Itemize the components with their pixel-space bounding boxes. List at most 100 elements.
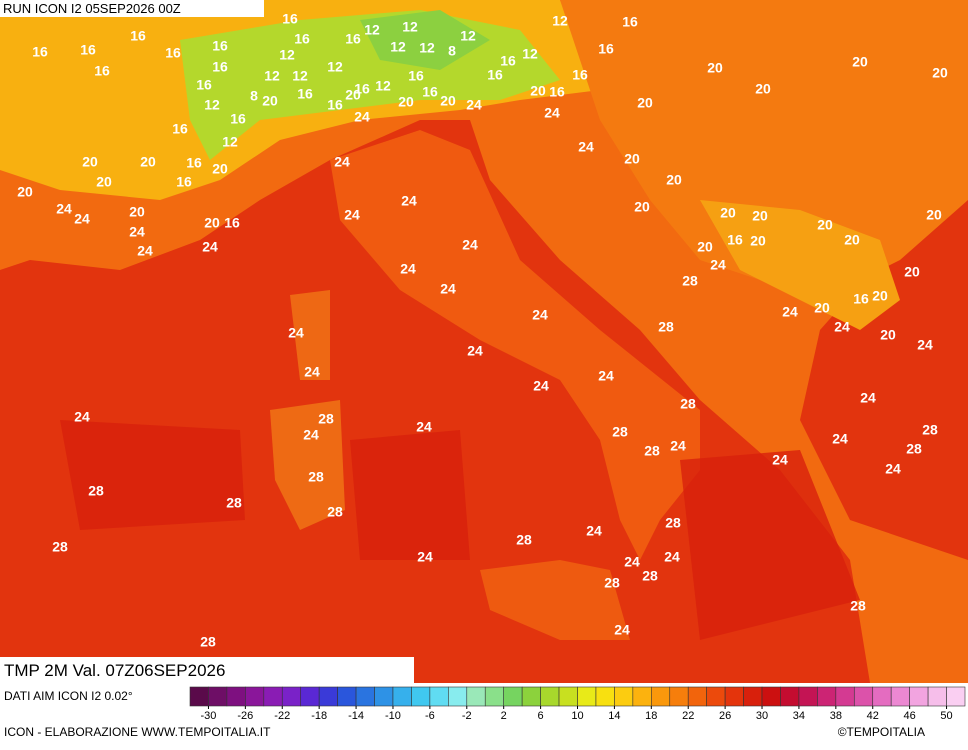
warm-sea xyxy=(350,430,470,560)
contour-label: 16 xyxy=(32,44,48,60)
legend-swatch xyxy=(927,686,947,707)
contour-label: 20 xyxy=(96,174,112,190)
warm-sea xyxy=(680,450,860,640)
contour-label: 20 xyxy=(697,239,713,255)
contour-label: 20 xyxy=(440,93,456,109)
legend-tick-label: 2 xyxy=(501,710,507,722)
contour-label: 20 xyxy=(530,83,546,99)
legend-swatch xyxy=(318,686,338,707)
legend-swatch xyxy=(300,686,320,707)
contour-label: 20 xyxy=(17,184,33,200)
legend-swatch xyxy=(226,686,246,707)
legend-swatch xyxy=(337,686,357,707)
contour-label: 20 xyxy=(666,172,682,188)
contour-label: 12 xyxy=(522,46,538,62)
contour-label: 16 xyxy=(80,42,96,58)
contour-label: 24 xyxy=(586,523,602,539)
legend-swatch xyxy=(946,686,966,707)
legend-swatch xyxy=(503,686,523,707)
contour-label: 20 xyxy=(844,232,860,248)
contour-label: 20 xyxy=(852,54,868,70)
contour-label: 16 xyxy=(727,232,743,248)
contour-label: 12 xyxy=(292,68,308,84)
contour-label: 28 xyxy=(682,273,698,289)
contour-label: 16 xyxy=(572,67,588,83)
alps-high xyxy=(360,10,490,70)
contour-label: 28 xyxy=(318,411,334,427)
legend-swatch xyxy=(909,686,929,707)
legend-tick-label: 50 xyxy=(940,710,952,722)
contour-label: 20 xyxy=(926,207,942,223)
legend-swatch xyxy=(761,686,781,707)
legend-swatch xyxy=(890,686,910,707)
contour-label: 28 xyxy=(200,634,216,650)
contour-label: 12 xyxy=(402,19,418,35)
contour-label: 12 xyxy=(279,47,295,63)
legend-swatch xyxy=(521,686,541,707)
legend-swatch xyxy=(577,686,597,707)
contour-label: 28 xyxy=(906,441,922,457)
contour-label: 24 xyxy=(354,109,370,125)
contour-label: 24 xyxy=(578,139,594,155)
contour-label: 16 xyxy=(172,121,188,137)
contour-label: 24 xyxy=(834,319,850,335)
legend-swatch xyxy=(651,686,671,707)
contour-label: 24 xyxy=(416,419,432,435)
contour-label: 24 xyxy=(400,261,416,277)
contour-label: 24 xyxy=(832,431,848,447)
legend-tick-label: 14 xyxy=(608,710,620,722)
contour-label: 16 xyxy=(327,97,343,113)
contour-label: 16 xyxy=(345,31,361,47)
contour-label: 24 xyxy=(137,243,153,259)
legend-tick-label: -14 xyxy=(348,710,364,722)
contour-label: 24 xyxy=(624,554,640,570)
contour-label: 16 xyxy=(230,111,246,127)
contour-label: 20 xyxy=(345,87,361,103)
legend-swatch xyxy=(411,686,431,707)
contour-label: 16 xyxy=(598,41,614,57)
contour-label: 24 xyxy=(772,452,788,468)
legend-swatch xyxy=(558,686,578,707)
contour-label: 16 xyxy=(549,84,565,100)
warm-sea xyxy=(60,420,245,530)
contour-label: 16 xyxy=(422,84,438,100)
legend-swatch xyxy=(208,686,228,707)
legend-swatch xyxy=(448,686,468,707)
contour-label: 24 xyxy=(885,461,901,477)
legend-swatch xyxy=(798,686,818,707)
legend-tick-label: -6 xyxy=(425,710,435,722)
contour-label: 20 xyxy=(140,154,156,170)
legend-tick-label: 10 xyxy=(571,710,583,722)
legend-tick-label: -22 xyxy=(274,710,290,722)
contour-label: 24 xyxy=(532,307,548,323)
contour-label: 24 xyxy=(401,193,417,209)
legend-tick-label: 34 xyxy=(793,710,805,722)
contour-label: 20 xyxy=(204,215,220,231)
contour-label: 24 xyxy=(344,207,360,223)
copyright-label: ©TEMPOITALIA xyxy=(838,725,925,739)
contour-label: 28 xyxy=(612,424,628,440)
legend-swatch xyxy=(743,686,763,707)
legend-swatch xyxy=(540,686,560,707)
contour-label: 12 xyxy=(375,78,391,94)
legend-tick-label: 30 xyxy=(756,710,768,722)
contour-label: 28 xyxy=(665,515,681,531)
contour-label: 20 xyxy=(814,300,830,316)
contour-label: 28 xyxy=(604,575,620,591)
contour-label: 16 xyxy=(622,14,638,30)
contour-label: 20 xyxy=(634,199,650,215)
legend-tick-label: 22 xyxy=(682,710,694,722)
contour-label: 16 xyxy=(297,86,313,102)
legend-tick-label: 6 xyxy=(538,710,544,722)
contour-label: 20 xyxy=(904,264,920,280)
contour-label: 16 xyxy=(853,291,869,307)
legend-tick-label: -18 xyxy=(311,710,327,722)
legend-swatch xyxy=(669,686,689,707)
contour-label: 12 xyxy=(460,28,476,44)
contour-label: 24 xyxy=(598,368,614,384)
run-label: RUN ICON I2 05SEP2026 00Z xyxy=(3,1,181,16)
contour-label: 12 xyxy=(390,39,406,55)
sardinia xyxy=(270,400,345,530)
contour-label: 20 xyxy=(637,95,653,111)
